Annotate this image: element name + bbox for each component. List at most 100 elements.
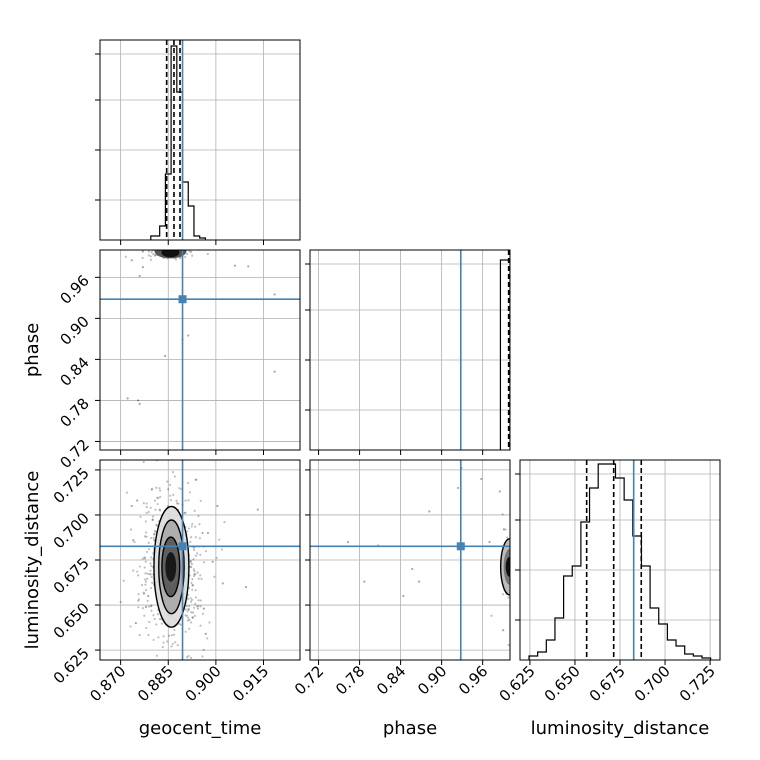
scatter-point-dense	[150, 661, 152, 663]
scatter-point-dense	[197, 605, 200, 608]
scatter-point-dense	[142, 502, 145, 505]
scatter-point	[247, 265, 250, 268]
scatter-point-dense	[146, 572, 149, 575]
scatter-point-dense	[194, 589, 197, 592]
scatter-point	[216, 504, 219, 508]
scatter-point-dense	[189, 600, 193, 603]
scatter-point-dense	[191, 522, 194, 526]
scatter-point-dense	[189, 621, 193, 624]
scatter-point-dense	[162, 246, 164, 248]
scatter-point-dense	[184, 499, 187, 502]
scatter-point-dense	[215, 556, 218, 560]
scatter-point-dense	[523, 547, 525, 549]
contour-level-1	[165, 552, 177, 582]
scatter-point-dense	[119, 600, 122, 604]
scatter-point-dense	[178, 257, 182, 260]
scatter-point-dense	[192, 568, 195, 571]
scatter-point-dense	[158, 617, 161, 621]
scatter-point-dense	[151, 518, 154, 521]
scatter-point-dense	[170, 634, 173, 637]
scatter-point-dense	[194, 602, 197, 605]
scatter-point-dense	[191, 588, 194, 591]
scatter-point-dense	[202, 648, 205, 651]
scatter-point-dense	[144, 580, 148, 583]
y-tick-label: 0.72	[56, 436, 92, 472]
scatter-point-dense	[157, 452, 159, 454]
scatter-point-dense	[152, 533, 156, 536]
scatter-point-dense	[132, 569, 135, 572]
scatter-point-dense	[208, 621, 211, 624]
scatter-point-dense	[137, 606, 140, 609]
scatter-point-dense	[145, 505, 148, 509]
scatter-point-dense	[507, 643, 510, 647]
scatter-point-dense	[140, 583, 144, 587]
x-tick-label: 0.90	[414, 662, 450, 698]
x-tick-label: 0.725	[676, 662, 719, 705]
y-tick-label: 0.625	[50, 644, 93, 687]
scatter-point-dense	[507, 596, 510, 599]
scatter-point-dense	[188, 491, 192, 494]
scatter-point-dense	[174, 258, 178, 261]
scatter-point-dense	[149, 556, 153, 559]
histogram-bin	[641, 566, 650, 660]
x-tick-label: 0.915	[229, 662, 272, 705]
scatter-point-dense	[189, 559, 192, 562]
y-tick-label: 0.84	[56, 354, 92, 390]
histogram-step	[528, 463, 712, 660]
scatter-point-dense	[213, 575, 216, 578]
scatter-point-dense	[191, 584, 194, 587]
scatter-point-dense	[170, 645, 173, 648]
scatter-point-dense	[174, 641, 177, 644]
histogram-bin	[676, 646, 685, 660]
scatter-point-dense	[180, 488, 183, 491]
scatter-point-dense	[144, 572, 147, 575]
scatter-point-dense	[194, 536, 197, 539]
axis-ticks	[305, 263, 484, 455]
scatter-point-dense	[167, 634, 171, 637]
scatter-point-dense	[137, 593, 140, 596]
scatter-point-dense	[171, 471, 175, 474]
x-tick-label: 0.78	[332, 662, 368, 698]
scatter-point-dense	[173, 628, 176, 632]
plot-content	[459, 250, 510, 450]
scatter-point-dense	[501, 513, 504, 516]
x-tick-label: 0.72	[291, 662, 327, 698]
scatter-point-dense	[183, 511, 186, 514]
scatter-point-dense	[138, 565, 142, 568]
scatter-point-dense	[137, 599, 140, 602]
scatter-point-dense	[192, 558, 195, 561]
scatter-point-dense	[143, 557, 147, 560]
scatter-point-dense	[166, 246, 168, 248]
scatter-point-dense	[153, 617, 156, 621]
scatter-point-dense	[122, 579, 125, 582]
scatter-point-dense	[173, 475, 177, 478]
x-tick-label: 0.675	[586, 662, 629, 705]
scatter-point-dense	[196, 571, 199, 574]
scatter-point	[138, 274, 141, 278]
scatter-point-dense	[190, 250, 193, 254]
scatter-point-dense	[147, 605, 151, 608]
panel-luminosity-distance-vs-geocent-time: 0.870 0.885 0.900 0.915 0.6250.6500.6750.700…	[50, 452, 301, 705]
scatter-point-dense	[204, 550, 208, 553]
scatter-point-dense	[191, 616, 195, 619]
histogram-bin	[188, 206, 194, 240]
scatter-point	[480, 477, 483, 481]
scatter-point-dense	[195, 478, 198, 481]
scatter-point-dense	[184, 255, 187, 259]
scatter-point-dense	[184, 614, 187, 617]
scatter-point-dense	[142, 591, 145, 594]
scatter-point-dense	[177, 502, 180, 505]
scatter-point-dense	[184, 630, 187, 633]
scatter-point-dense	[136, 570, 139, 573]
scatter-point-dense	[176, 643, 179, 647]
scatter-point-dense	[183, 244, 185, 246]
scatter-point	[206, 531, 210, 535]
scatter-point	[132, 539, 135, 542]
scatter-point-dense	[506, 536, 509, 539]
scatter-point-dense	[147, 541, 150, 544]
scatter-point	[428, 510, 431, 513]
scatter-point-dense	[201, 612, 205, 615]
scatter-point-dense	[141, 256, 144, 260]
scatter-point-dense	[144, 520, 147, 523]
